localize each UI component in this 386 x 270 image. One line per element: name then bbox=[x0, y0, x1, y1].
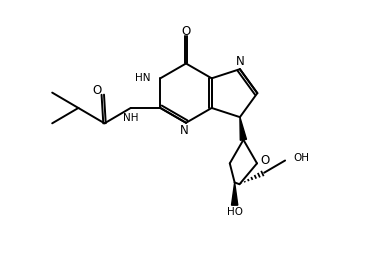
Text: OH: OH bbox=[294, 153, 310, 163]
Text: N: N bbox=[236, 55, 245, 68]
Text: O: O bbox=[260, 154, 269, 167]
Text: N: N bbox=[180, 124, 189, 137]
Text: NH: NH bbox=[123, 113, 139, 123]
Text: O: O bbox=[181, 25, 191, 38]
Text: O: O bbox=[92, 84, 101, 97]
Text: HN: HN bbox=[135, 73, 151, 83]
Polygon shape bbox=[232, 183, 238, 205]
Polygon shape bbox=[240, 117, 247, 140]
Text: HO: HO bbox=[227, 207, 243, 217]
